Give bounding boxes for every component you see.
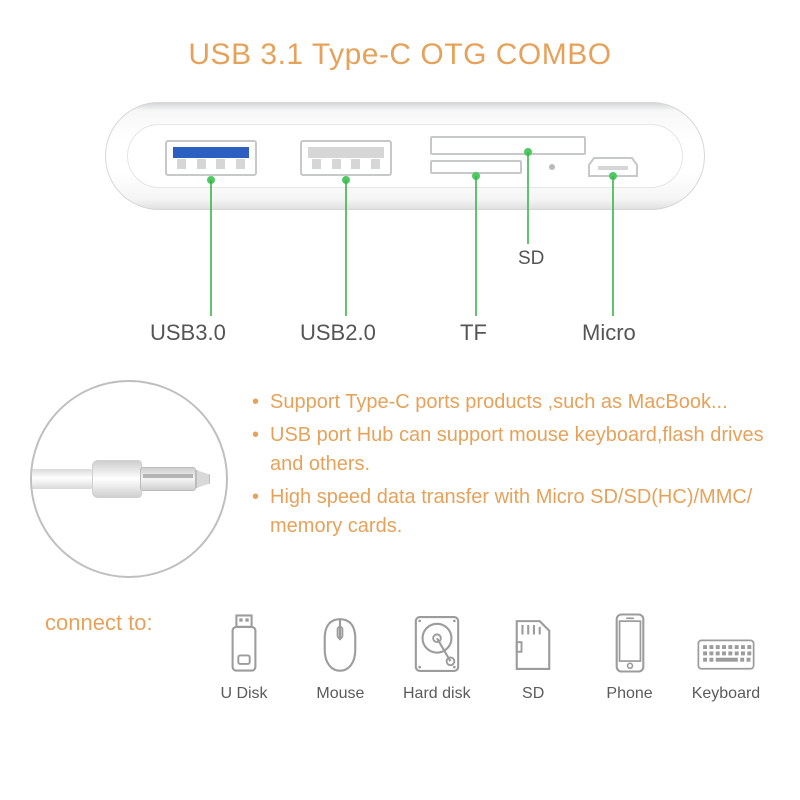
bullet-dot-icon: • — [252, 483, 270, 541]
bullet-dot-icon: • — [252, 388, 270, 417]
micro-label: Micro — [582, 320, 636, 346]
device-icon-row: U Disk Mouse Hard disk — [200, 605, 770, 703]
bullet-text: High speed data transfer with Micro SD/S… — [270, 483, 770, 541]
device-udisk: U Disk — [200, 605, 288, 703]
device-label: Phone — [606, 685, 652, 703]
feature-bullets: • Support Type-C ports products ,such as… — [252, 388, 770, 545]
tf-slot — [430, 160, 522, 174]
bullet-row: • USB port Hub can support mouse keyboar… — [252, 421, 770, 479]
usb30-label: USB3.0 — [150, 320, 226, 346]
bullet-dot-icon: • — [252, 421, 270, 479]
sd-card-icon — [503, 605, 563, 675]
device-sd: SD — [489, 605, 577, 703]
keyboard-icon — [696, 605, 756, 675]
device-label: Keyboard — [692, 685, 761, 703]
tf-label: TF — [460, 320, 487, 346]
device-label: U Disk — [220, 685, 267, 703]
title-text: USB 3.1 Type-C OTG COMBO — [188, 38, 611, 71]
u-disk-icon — [214, 605, 274, 675]
phone-icon — [600, 605, 660, 675]
device-label: Mouse — [316, 685, 364, 703]
hard-disk-icon — [407, 605, 467, 675]
product-title: USB 3.1 Type-C OTG COMBO — [0, 38, 800, 72]
bullet-row: • High speed data transfer with Micro SD… — [252, 483, 770, 541]
micro-usb-port — [588, 156, 638, 178]
indicator-led — [549, 164, 555, 170]
type-c-cable — [54, 449, 204, 509]
sd-label: SD — [518, 248, 544, 270]
mouse-icon — [310, 605, 370, 675]
device-label: SD — [522, 685, 544, 703]
usb-hub-body — [105, 102, 705, 210]
bullet-text: USB port Hub can support mouse keyboard,… — [270, 421, 770, 479]
usb30-port — [165, 140, 257, 176]
device-keyboard: Keyboard — [682, 605, 770, 703]
type-c-connector-illustration — [30, 380, 228, 578]
usb20-port — [300, 140, 392, 176]
connect-to-label: connect to: — [45, 610, 153, 636]
bullet-row: • Support Type-C ports products ,such as… — [252, 388, 770, 417]
device-mouse: Mouse — [296, 605, 384, 703]
device-harddisk: Hard disk — [393, 605, 481, 703]
usb20-label: USB2.0 — [300, 320, 376, 346]
device-phone: Phone — [586, 605, 674, 703]
device-label: Hard disk — [403, 685, 471, 703]
bullet-text: Support Type-C ports products ,such as M… — [270, 388, 770, 417]
sd-slot — [430, 136, 586, 155]
